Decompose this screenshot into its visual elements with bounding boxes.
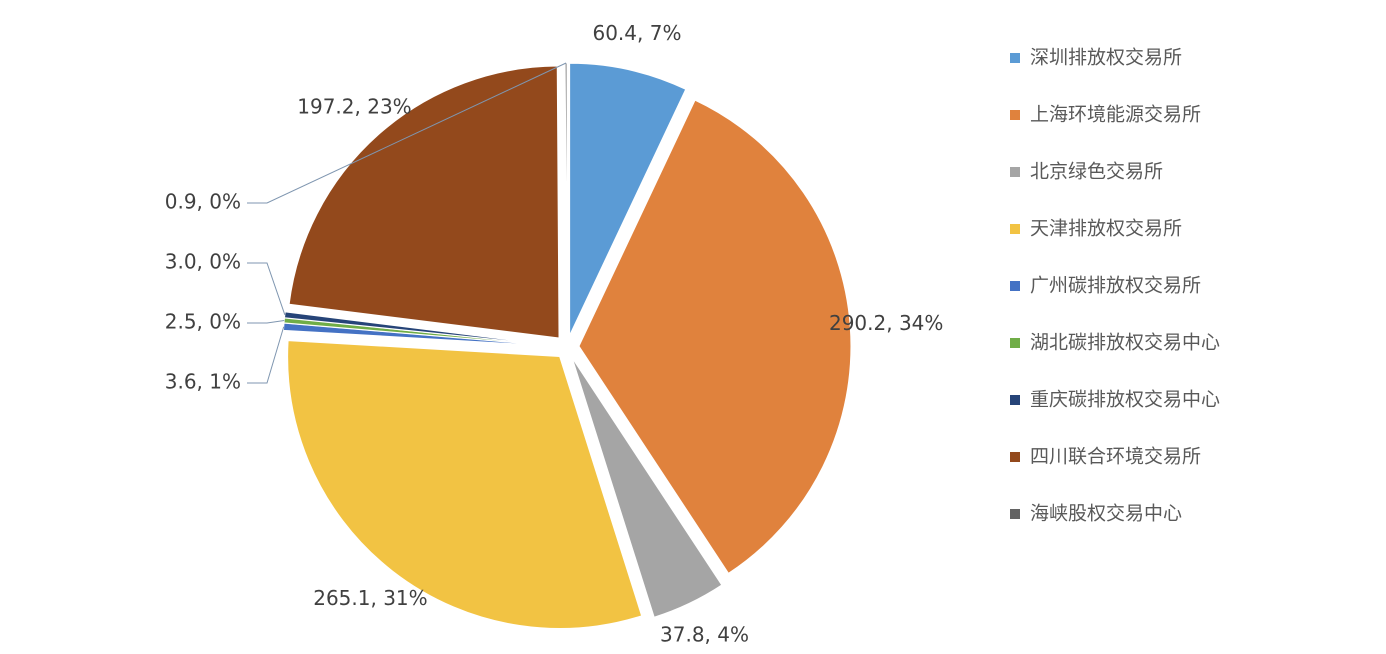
legend-label: 四川联合环境交易所 bbox=[1030, 446, 1201, 468]
pie-slice bbox=[287, 340, 643, 629]
data-label: 197.2, 23% bbox=[297, 94, 411, 118]
data-label: 60.4, 7% bbox=[592, 21, 681, 45]
pie-slice bbox=[288, 65, 560, 339]
legend-label: 海峡股权交易中心 bbox=[1030, 503, 1182, 525]
legend-marker bbox=[1010, 338, 1020, 348]
data-label: 37.8, 4% bbox=[660, 622, 749, 646]
legend-marker bbox=[1010, 452, 1020, 462]
legend-label: 天津排放权交易所 bbox=[1030, 218, 1182, 240]
pie-slice bbox=[578, 99, 852, 575]
legend-label: 湖北碳排放权交易中心 bbox=[1030, 332, 1220, 354]
leader-line bbox=[247, 262, 286, 315]
data-label: 265.1, 31% bbox=[313, 586, 427, 610]
legend-label: 重庆碳排放权交易中心 bbox=[1030, 389, 1220, 411]
leader-line bbox=[247, 62, 567, 204]
legend-label: 北京绿色交易所 bbox=[1030, 161, 1163, 183]
pie-slice bbox=[283, 311, 556, 347]
legend-label: 上海环境能源交易所 bbox=[1030, 104, 1201, 126]
legend-label: 深圳排放权交易所 bbox=[1030, 47, 1182, 69]
data-label: 3.6, 1% bbox=[165, 370, 241, 394]
legend-marker bbox=[1010, 395, 1020, 405]
legend-marker bbox=[1010, 53, 1020, 63]
legend-marker bbox=[1010, 224, 1020, 234]
data-label: 3.0, 0% bbox=[165, 250, 241, 274]
pie-slice bbox=[571, 357, 723, 618]
legend-marker bbox=[1010, 509, 1020, 519]
data-label: 2.5, 0% bbox=[165, 310, 241, 334]
legend-marker bbox=[1010, 110, 1020, 120]
legend-marker bbox=[1010, 281, 1020, 291]
pie-slice bbox=[564, 62, 568, 336]
pie-slice bbox=[569, 62, 687, 336]
legend-marker bbox=[1010, 167, 1020, 177]
data-label: 0.9, 0% bbox=[165, 190, 241, 214]
leader-line bbox=[247, 326, 285, 384]
data-label: 290.2, 34% bbox=[829, 311, 943, 335]
legend-label: 广州碳排放权交易所 bbox=[1030, 275, 1201, 297]
leader-line bbox=[247, 319, 285, 324]
